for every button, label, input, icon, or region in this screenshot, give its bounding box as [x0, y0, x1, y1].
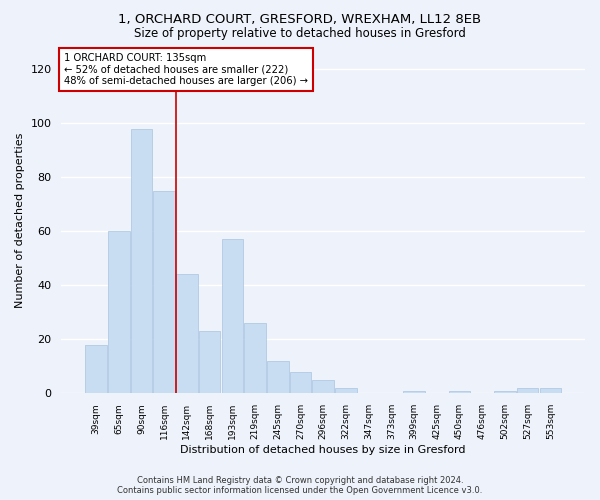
- Bar: [517, 388, 538, 394]
- Bar: [494, 390, 516, 394]
- Bar: [244, 323, 266, 394]
- Bar: [176, 274, 197, 394]
- Text: Size of property relative to detached houses in Gresford: Size of property relative to detached ho…: [134, 28, 466, 40]
- Text: 1 ORCHARD COURT: 135sqm
← 52% of detached houses are smaller (222)
48% of semi-d: 1 ORCHARD COURT: 135sqm ← 52% of detache…: [64, 52, 308, 86]
- Bar: [313, 380, 334, 394]
- Bar: [449, 390, 470, 394]
- Bar: [131, 128, 152, 394]
- Bar: [403, 390, 425, 394]
- Bar: [85, 344, 107, 394]
- Bar: [108, 231, 130, 394]
- Bar: [290, 372, 311, 394]
- Bar: [539, 388, 561, 394]
- Bar: [199, 331, 220, 394]
- X-axis label: Distribution of detached houses by size in Gresford: Distribution of detached houses by size …: [181, 445, 466, 455]
- Bar: [154, 190, 175, 394]
- Bar: [221, 240, 243, 394]
- Text: Contains HM Land Registry data © Crown copyright and database right 2024.
Contai: Contains HM Land Registry data © Crown c…: [118, 476, 482, 495]
- Text: 1, ORCHARD COURT, GRESFORD, WREXHAM, LL12 8EB: 1, ORCHARD COURT, GRESFORD, WREXHAM, LL1…: [118, 12, 482, 26]
- Bar: [335, 388, 357, 394]
- Y-axis label: Number of detached properties: Number of detached properties: [15, 132, 25, 308]
- Bar: [267, 361, 289, 394]
